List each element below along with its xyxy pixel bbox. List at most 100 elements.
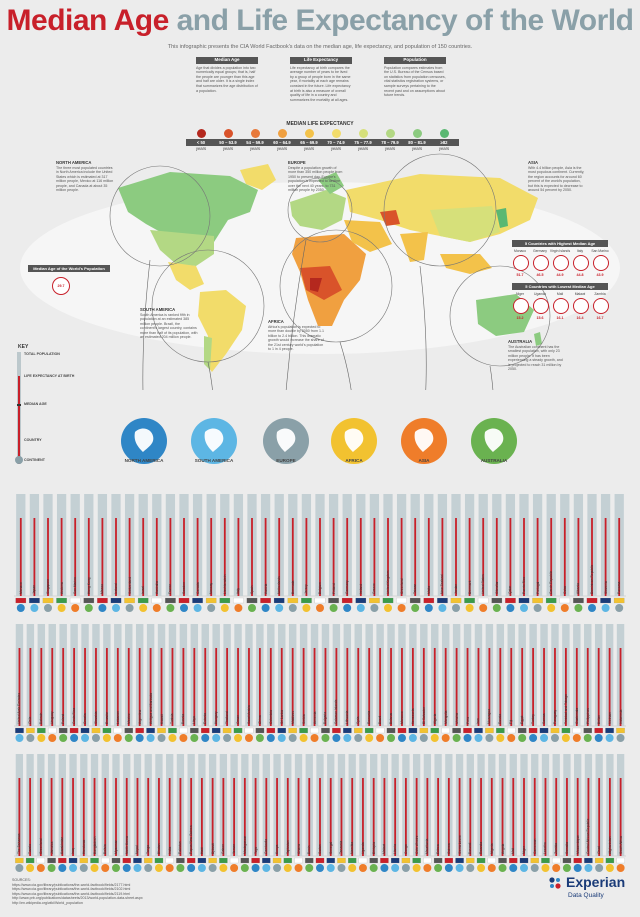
land-scandinavia [318,172,344,194]
continent-dot-icon [573,864,582,872]
highest-median-list: Monaco 51.7 Germany 46.5 Virgin Islands 44.9 I… [510,249,610,281]
life-expectancy-bar [468,518,471,596]
legend-item: 75 – 77.9 years [348,129,378,151]
life-expectancy-bar [329,778,332,856]
life-expectancy-bar [183,518,185,596]
country-label: Monaco [18,582,23,594]
note-north-america: NORTH AMERICA The three most populated c… [56,160,114,193]
continent-dot-icon [81,734,90,742]
continent-label: EUROPE [276,458,296,463]
life-expectancy-bar [248,648,250,726]
life-expectancy-bar [265,778,268,856]
country-label: Peru [465,717,470,724]
country-flag-icon [491,597,503,604]
continent-dot-icon [220,604,229,612]
continent-dot-icon [594,734,603,742]
life-expectancy-bar [357,648,360,726]
country-label: Rwanda [479,841,484,854]
continent-dot-icon [30,604,39,612]
continent-dot-icon [358,864,367,872]
continent-dot-icon [37,734,46,742]
life-expectancy-bar [251,518,253,596]
continent-dot-icon [584,864,593,872]
continent-dot-icon [541,864,550,872]
life-expectancy-bar [18,648,21,726]
country-label: Tanzania [339,840,344,854]
life-expectancy-bar [332,518,335,596]
continent-dot-icon [562,864,571,872]
continent-dot-icon [477,864,486,872]
country-label: Turkey [531,714,536,724]
continent-dot-icon [197,864,206,872]
continent-dot-icon [288,734,297,742]
country-flag-icon [386,727,396,734]
continent-dot-icon [255,734,264,742]
country-flag-icon [266,727,276,734]
life-expectancy-bar [532,648,535,726]
country-flag-icon [423,857,432,864]
country-label: Morocco [399,711,404,724]
continent-label: AUSTRALIA [480,458,508,463]
country-flag-icon [314,597,326,604]
north-america-lens [109,165,211,267]
continent-dot-icon [16,604,25,612]
continent-dot-icon [343,734,352,742]
life-expectancy-bar [115,518,117,596]
continent-dot-icon [261,604,270,612]
life-expectancy-bar [523,518,525,596]
country-label: Pakistan [178,841,183,854]
legend: < 50 years 50 – 53.9 years 54 – 59.9 years 60 … [186,129,459,153]
country-flag-icon [584,857,593,864]
life-expectancy-bar [555,778,558,856]
connector-asia [419,265,427,390]
country-label: Haiti [199,847,204,854]
country-flag-icon [79,857,88,864]
legend-label: < 50 [186,139,216,146]
land-india [400,232,428,262]
country-flag-icon [509,857,518,864]
country-flag-icon [69,727,79,734]
life-expectancy-bar [469,778,472,856]
life-expectancy-bar [426,778,429,856]
continent-dot-icon [496,734,505,742]
life-expectancy-bar [523,778,525,856]
legend-swatch [385,129,395,138]
country-flag-icon [29,597,40,604]
country-flag-icon [616,727,625,734]
life-expectancy-bar [415,778,418,856]
country-label: The Bahamas [17,833,22,854]
continent-dot-icon [530,864,539,872]
life-expectancy-bar [587,778,590,856]
country-label: Uruguay [50,711,55,724]
continent-dot-icon [262,864,271,872]
country-flag-icon [390,857,400,864]
legend-swatch [358,129,368,138]
life-expectancy-bar [149,648,152,726]
country-label: Benin [307,845,312,854]
note-title: ASIA [528,160,539,165]
country-flag-icon [441,727,450,734]
note-text: South America is ranked fifth in populat… [140,312,198,340]
note-title: AFRICA [268,319,284,324]
country-flag-icon [80,727,90,734]
note-australia: AUSTRALIA The Australian continent has t… [508,339,566,372]
continent-label: AFRICA [345,458,363,463]
median-country-name: Germany [533,249,547,253]
country-label: Bolivia [103,844,108,854]
continent-dot-icon [616,734,625,742]
continent-dot-icon [588,604,596,612]
land-chile [204,336,212,370]
country-flag-icon [616,857,625,864]
life-expectancy-bar [280,648,283,726]
country-flag-icon [455,857,464,864]
country-flag-icon [552,857,561,864]
title-part2: and Life Expectancy of the World [176,4,634,37]
country-label: Armenia [312,711,317,724]
country-flag-icon [466,857,475,864]
continent-dot-icon [294,864,303,872]
country-flag-icon [190,727,199,734]
life-expectancy-bar [619,648,622,726]
life-expectancy-bar [543,648,545,726]
continent-dot-icon [207,604,216,612]
life-expectancy-bar [512,778,515,856]
